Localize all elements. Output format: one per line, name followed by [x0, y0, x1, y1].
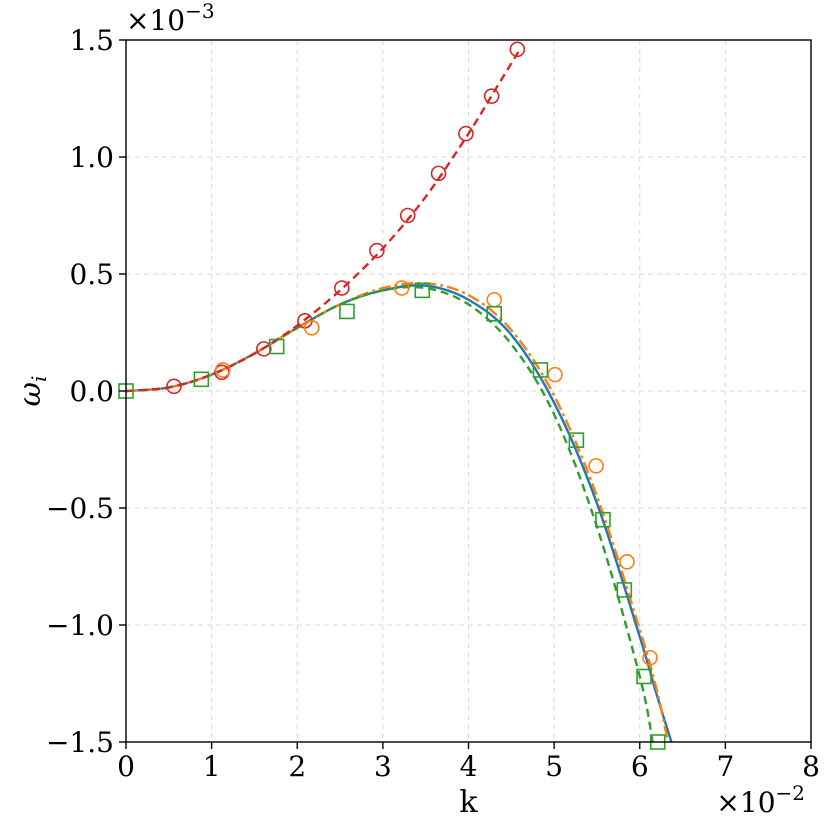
data-point [636, 668, 652, 685]
x-tick-label: 7 [716, 750, 734, 783]
x-multiplier-exponent: −2 [776, 781, 805, 805]
series-line-3 [126, 48, 521, 393]
series-line-0 [126, 284, 673, 743]
y-multiplier-exponent: −3 [185, 0, 214, 23]
x-tick-label: 4 [460, 750, 478, 783]
y-axis-symbol: ω [13, 382, 48, 406]
series-markers [118, 41, 666, 750]
x-multiplier-base: ×10 [716, 786, 775, 819]
data-point [333, 280, 350, 296]
data-point [193, 371, 210, 388]
data-point [616, 582, 633, 598]
y-axis-subscript: i [27, 376, 51, 382]
ticks [119, 39, 812, 749]
data-point [430, 165, 447, 182]
x-tick-label: 2 [288, 750, 306, 783]
x-tick-label: 8 [802, 750, 820, 783]
data-point [588, 458, 604, 474]
y-tick-label: 1.0 [69, 141, 114, 174]
data-point [369, 242, 385, 259]
data-point [256, 341, 272, 357]
y-axis-multiplier: ×10−3 [126, 0, 215, 37]
y-tick-label: −0.5 [46, 492, 114, 525]
x-axis-multiplier: ×10−2 [716, 781, 805, 819]
data-point [486, 291, 502, 308]
data-point [509, 41, 526, 58]
grid [125, 39, 812, 743]
data-point [393, 280, 410, 296]
y-tick-label: −1.5 [46, 726, 114, 759]
x-tick-label: 5 [545, 750, 563, 783]
y-multiplier-base: ×10 [126, 4, 185, 37]
series-lines [126, 48, 673, 743]
data-point [595, 511, 611, 528]
y-tick-label: −1.0 [46, 609, 114, 642]
x-axis-title: k [459, 785, 478, 820]
data-point [166, 378, 182, 395]
x-tick-label: 3 [374, 750, 392, 783]
data-point [642, 649, 658, 666]
data-point [532, 362, 549, 378]
y-tick-label: 0.5 [69, 258, 114, 291]
data-point [458, 125, 474, 142]
y-axis-title: ωi [13, 376, 51, 407]
series-line-2 [126, 285, 654, 743]
data-point [414, 282, 431, 299]
data-point [619, 554, 635, 570]
data-point [486, 305, 502, 322]
data-point [339, 303, 355, 320]
y-tick-label: 1.5 [69, 24, 114, 57]
y-tick-label: 0.0 [69, 375, 114, 408]
x-tick-label: 6 [631, 750, 649, 783]
x-tick-label: 1 [203, 750, 221, 783]
data-point [214, 362, 231, 378]
tick-labels: 0 1 2 3 4 5 6 7 8 −1.5 −1.0 −0.5 0.0 0.5 1.0 1.5 [46, 24, 820, 783]
data-point [268, 338, 285, 355]
data-point [483, 88, 500, 104]
x-tick-label: 0 [117, 750, 135, 783]
data-point [304, 320, 320, 336]
data-point [568, 432, 585, 448]
data-point [547, 366, 563, 383]
data-point [399, 207, 416, 224]
series-line-1 [126, 281, 670, 743]
